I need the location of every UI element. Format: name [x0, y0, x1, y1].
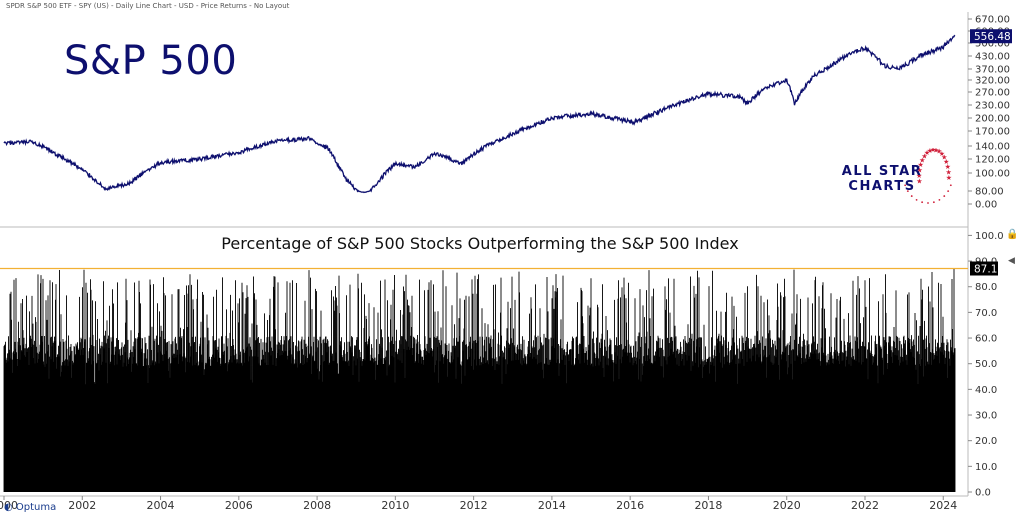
time-tick-label: 2022 — [851, 499, 879, 512]
price-tick-label: 200.00 — [975, 114, 1010, 125]
price-tick-label: 500.00 — [975, 39, 1010, 50]
logo-dot — [915, 198, 918, 201]
logo-dot — [943, 195, 946, 197]
pct-tick-label: 30.0 — [975, 411, 997, 422]
price-tick-label: 370.00 — [975, 65, 1010, 76]
logo-dot — [910, 195, 913, 197]
logo-star-icon: ★ — [930, 148, 936, 154]
logo-star-icon: ★ — [919, 156, 925, 164]
time-tick-label: 2014 — [538, 499, 566, 512]
logo-star-icon: ★ — [916, 172, 922, 180]
price-tick-label: 140.00 — [975, 142, 1010, 153]
price-line — [3, 34, 956, 194]
logo-dot — [947, 190, 950, 192]
price-tick-label: 270.00 — [975, 88, 1010, 99]
time-tick-label: 2012 — [460, 499, 488, 512]
percentage-bar-group — [3, 268, 956, 492]
price-axis: 670.00600.00500.00430.00370.00320.00270.… — [968, 15, 1010, 211]
collapse-arrow-icon[interactable]: ◀ — [1008, 255, 1015, 265]
chart-header-info: SPDR S&P 500 ETF - SPY (US) - Daily Line… — [6, 2, 290, 10]
logo-star-ring: ★★★★★★★★★★★★★★★★★ — [904, 148, 952, 204]
time-tick-label: 2008 — [303, 499, 331, 512]
time-tick-label: 2002 — [68, 499, 96, 512]
logo-dot — [904, 184, 907, 187]
pct-tick-label: 50.0 — [975, 359, 997, 370]
logo-star-icon: ★ — [924, 149, 930, 157]
logo-star-icon: ★ — [918, 161, 924, 169]
logo-star-icon: ★ — [936, 148, 942, 156]
logo-star-icon: ★ — [921, 152, 927, 160]
logo-dot — [932, 201, 935, 204]
logo-dot — [906, 190, 909, 192]
logo-star-icon: ★ — [933, 148, 939, 154]
logo-dot — [927, 202, 929, 204]
pct-tick-label: 10.0 — [975, 462, 997, 473]
price-last-value-box — [970, 29, 1012, 44]
price-tick-label: 80.00 — [975, 187, 1004, 198]
time-tick-label: 2018 — [694, 499, 722, 512]
logo-dot — [938, 198, 941, 201]
all-star-charts-logo: ★ ★ ★ ★ ★ ★ ★ ★ ★ ★ ★ ★ ★ ★ ★ ★ ★ ALL STAR CHARTS — [832, 148, 968, 204]
time-tick-label: 2004 — [147, 499, 175, 512]
price-tick-label: 230.00 — [975, 101, 1010, 112]
pct-tick-label: 100.0 — [975, 231, 1004, 242]
price-tick-label: 320.00 — [975, 76, 1010, 87]
logo-star-icon: ★ — [945, 168, 951, 176]
price-tick-label: 430.00 — [975, 52, 1010, 63]
price-tick-label: 670.00 — [975, 15, 1010, 26]
chart-title: S&P 500 — [64, 38, 238, 84]
optuma-label: Optuma — [15, 502, 57, 513]
pct-last-value-box — [970, 261, 998, 276]
pct-tick-label: 70.0 — [975, 308, 997, 319]
logo-star-icon: ★ — [945, 163, 951, 171]
last-value-labels: 556.48 87.1 — [970, 29, 1012, 276]
logo-star-icon: ★ — [939, 150, 945, 158]
price-tick-label: 120.00 — [975, 155, 1010, 166]
time-tick-label: 2016 — [616, 499, 644, 512]
logo-star-icon: ★ — [916, 166, 922, 174]
price-last-value: 556.48 — [974, 31, 1011, 43]
pct-tick-label: 60.0 — [975, 334, 997, 345]
optuma-icon: ◐ — [4, 502, 13, 513]
optuma-brand: ◐ Optuma — [4, 502, 56, 513]
percentage-axis: 100.090.080.070.060.050.040.030.020.010.… — [968, 231, 1004, 499]
time-tick-label: 2024 — [929, 499, 957, 512]
logo-line-2: CHARTS — [848, 179, 916, 194]
time-axis: 2000 2002 2004 2006 2008 2010 2012 2014 2016 2018… — [0, 496, 957, 512]
pct-tick-label: 20.0 — [975, 436, 997, 447]
time-tick-label: 2000 — [0, 499, 18, 512]
pct-last-value: 87.1 — [974, 264, 997, 276]
logo-star-icon: ★ — [927, 148, 933, 155]
logo-star-icon: ★ — [943, 158, 949, 166]
logo-dot — [949, 184, 952, 187]
percentage-bars — [0, 267, 968, 492]
logo-star-icon: ★ — [946, 174, 952, 182]
price-tick-label: 170.00 — [975, 127, 1010, 138]
time-tick-label: 2010 — [381, 499, 409, 512]
logo-star-icon: ★ — [916, 178, 922, 186]
logo-dot — [921, 201, 924, 204]
lock-icon[interactable]: 🔒 — [1006, 229, 1019, 240]
time-tick-label: 2020 — [773, 499, 801, 512]
logo-star-icon: ★ — [941, 154, 947, 162]
indicator-title: Percentage of S&P 500 Stocks Outperformi… — [221, 234, 739, 253]
pct-tick-label: 40.0 — [975, 385, 997, 396]
time-tick-label: 2006 — [225, 499, 253, 512]
pct-tick-label: 0.0 — [975, 488, 991, 499]
pct-tick-label: 80.0 — [975, 282, 997, 293]
price-tick-label: 0.00 — [975, 200, 997, 211]
price-tick-label: 100.00 — [975, 169, 1010, 180]
price-series — [3, 34, 956, 194]
logo-line-1: ALL STAR — [841, 164, 923, 179]
